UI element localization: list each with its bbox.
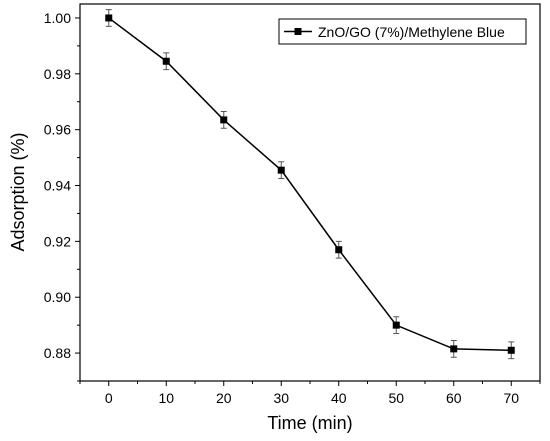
series-line xyxy=(108,17,512,352)
x-tick-label: 10 xyxy=(158,390,174,406)
series-layer xyxy=(105,9,515,360)
y-axis-ticks: 0.88 0.90 0.92 0.94 0.96 0.98 1.00 xyxy=(44,10,80,382)
x-tick-label: 0 xyxy=(105,390,113,406)
y-tick-label: 0.98 xyxy=(44,66,71,82)
x-tick-label: 30 xyxy=(273,390,289,406)
x-tick-label: 50 xyxy=(388,390,404,406)
x-axis-ticks: 0 10 20 30 40 50 60 70 xyxy=(79,381,541,406)
data-point-marker xyxy=(277,166,285,174)
data-point-marker xyxy=(105,14,113,22)
legend-label: ZnO/GO (7%)/Methylene Blue xyxy=(318,24,505,40)
y-tick-label: 1.00 xyxy=(44,10,71,26)
data-point-marker xyxy=(220,116,228,124)
x-tick-label: 70 xyxy=(503,390,519,406)
y-axis-title: Adsorption (%) xyxy=(8,132,28,251)
y-tick-label: 0.92 xyxy=(44,233,71,249)
legend-marker xyxy=(294,28,302,35)
y-tick-label: 0.88 xyxy=(44,345,71,361)
data-point-marker xyxy=(335,246,343,254)
y-tick-label: 0.96 xyxy=(44,122,71,138)
y-tick-label: 0.94 xyxy=(44,178,71,194)
x-tick-label: 40 xyxy=(331,390,347,406)
x-axis-title: Time (min) xyxy=(267,413,352,433)
data-point-marker xyxy=(450,345,458,353)
legend: ZnO/GO (7%)/Methylene Blue xyxy=(278,18,527,45)
plot-frame xyxy=(79,3,541,382)
data-point-marker xyxy=(162,57,170,65)
legend-box xyxy=(278,18,527,45)
y-tick-label: 0.90 xyxy=(44,289,71,305)
x-tick-label: 60 xyxy=(446,390,462,406)
data-point-marker xyxy=(392,321,400,329)
data-point-marker xyxy=(507,346,515,354)
x-tick-label: 20 xyxy=(216,390,232,406)
